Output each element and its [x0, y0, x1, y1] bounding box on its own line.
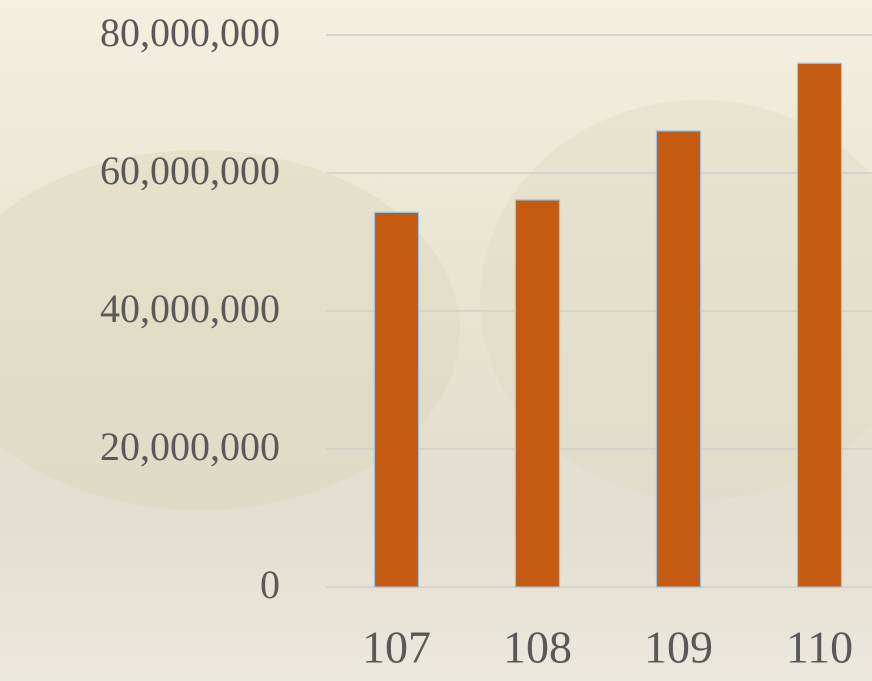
bar — [514, 199, 561, 588]
y-tick-label: 40,000,000 — [100, 286, 280, 331]
x-tick-label: 108 — [503, 622, 572, 673]
bar — [373, 211, 420, 588]
bar — [796, 62, 843, 588]
background-shade — [0, 150, 460, 510]
y-tick-label: 60,000,000 — [100, 148, 280, 193]
y-tick-label: 80,000,000 — [100, 10, 280, 55]
x-tick-label: 107 — [362, 622, 431, 673]
y-tick-label: 0 — [260, 562, 280, 607]
x-tick-label: 110 — [786, 622, 853, 673]
y-tick-label: 20,000,000 — [100, 424, 280, 469]
bar — [655, 130, 702, 588]
x-tick-label: 109 — [644, 622, 713, 673]
